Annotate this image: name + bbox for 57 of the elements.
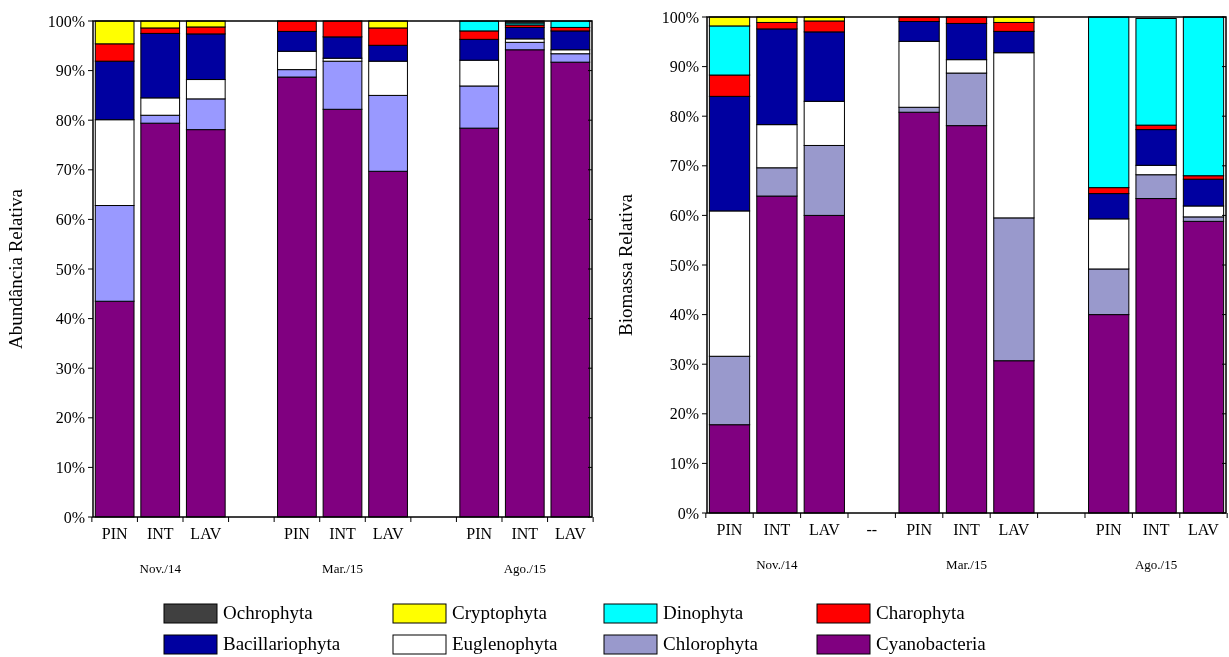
y-tick-label: 40% (669, 306, 699, 324)
x-tick-label: PIN (1095, 521, 1123, 538)
y-tick-label: 50% (669, 256, 699, 274)
y-tick-label: 0% (63, 508, 85, 526)
x-tick-label: PIN (466, 525, 493, 542)
y-tick-label: 20% (669, 405, 699, 423)
x-tick-label: INT (953, 521, 981, 538)
x-tick-label: PIN (906, 521, 933, 538)
y-tick-label: 30% (669, 355, 699, 373)
legend-label: Euglenophyta (452, 633, 559, 654)
text: Nov./14 (756, 557, 799, 572)
y-tick-label: 10% (669, 455, 699, 472)
x-tick-label: PIN (101, 525, 128, 542)
x-tick-label: INT (329, 525, 357, 542)
text: Mar./15 (946, 557, 987, 572)
legend-label: Chlorophyta (663, 633, 759, 654)
y-tick-label: 100% (661, 8, 699, 26)
y-axis-title: Biomassa Relativa (615, 193, 636, 336)
x-tick-label: LAV (190, 525, 222, 542)
y-tick-label: 60% (55, 211, 85, 228)
text: Nov./14 (139, 561, 182, 576)
y-tick-label: 90% (669, 58, 699, 76)
x-tick-label: INT (511, 525, 539, 542)
x-tick-label: LAV (998, 521, 1030, 538)
x-tick-label: LAV (1188, 521, 1220, 538)
legend-label: Dinophyta (663, 602, 744, 623)
y-tick-label: 40% (55, 310, 85, 328)
x-tick-label: PIN (284, 525, 311, 542)
x-tick-label: -- (866, 521, 878, 538)
y-tick-label: 10% (55, 459, 85, 476)
legend-label: Ochrophyta (223, 602, 314, 623)
y-tick-label: 70% (669, 157, 699, 175)
y-axis-title: Abundância Relativa (5, 188, 26, 349)
x-tick-label: LAV (808, 521, 841, 538)
y-tick-label: 30% (55, 359, 85, 377)
x-tick-label: INT (146, 525, 174, 542)
legend-label: Cryptophyta (452, 602, 548, 623)
y-tick-label: 100% (47, 12, 85, 30)
x-tick-label: LAV (372, 525, 404, 542)
y-tick-label: 80% (55, 111, 85, 129)
legend-label: Cyanobacteria (876, 633, 987, 654)
y-tick-label: 0% (677, 504, 699, 522)
x-tick-label: PIN (716, 521, 743, 538)
y-tick-label: 90% (55, 62, 85, 80)
x-tick-label: INT (1142, 521, 1170, 538)
y-tick-label: 80% (669, 107, 699, 125)
text: Ago./15 (503, 561, 546, 576)
y-tick-label: 70% (55, 161, 85, 179)
y-tick-label: 50% (55, 260, 85, 278)
text: Ago./15 (1134, 557, 1178, 572)
legend-label: Charophyta (876, 602, 966, 623)
legend-label: Bacillariophyta (223, 633, 341, 654)
y-tick-label: 60% (669, 207, 699, 224)
y-tick-label: 20% (55, 409, 85, 427)
x-tick-label: INT (763, 521, 791, 538)
x-tick-label: LAV (554, 525, 587, 542)
text: Mar./15 (322, 561, 363, 576)
